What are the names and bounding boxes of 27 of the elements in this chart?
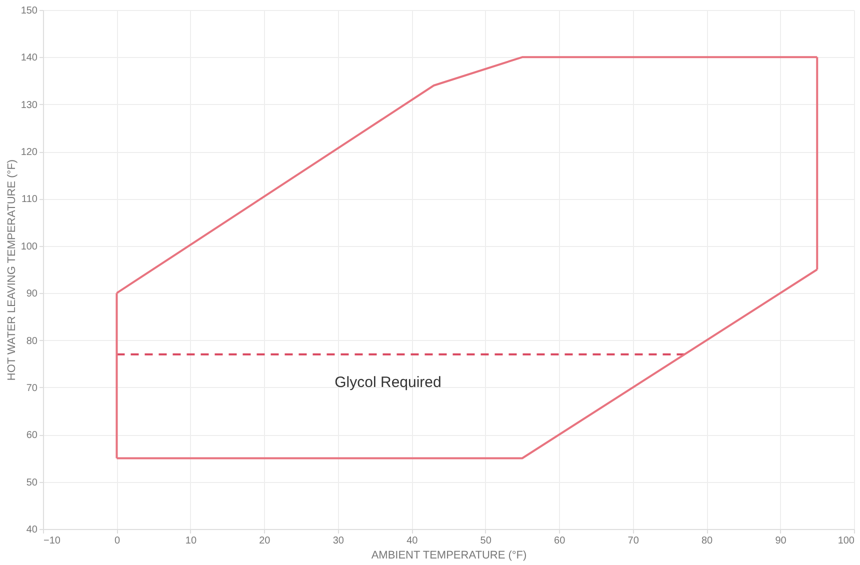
x-tick-label: 90 bbox=[775, 536, 787, 546]
y-axis-title: HOT WATER LEAVING TEMPERATURE (°F) bbox=[6, 159, 18, 381]
annotation: Glycol Required bbox=[334, 374, 442, 391]
y-tick-label: 40 bbox=[26, 524, 38, 536]
x-tick-label: 10 bbox=[185, 536, 197, 546]
x-tick-label: 50 bbox=[480, 536, 492, 546]
x-tick-label: 100 bbox=[838, 536, 855, 546]
x-tick-label: 70 bbox=[628, 536, 640, 546]
y-tick-label: 100 bbox=[20, 241, 38, 252]
x-tick-label: 40 bbox=[406, 536, 418, 546]
y-tick-label: 60 bbox=[26, 430, 38, 442]
y-tick-label: 90 bbox=[26, 288, 38, 300]
x-tick-label: 30 bbox=[332, 536, 344, 546]
x-tick-label: 80 bbox=[701, 536, 714, 546]
y-tick-label: 50 bbox=[26, 477, 38, 488]
y-tick-label: 70 bbox=[26, 382, 38, 394]
y-tick-label: 120 bbox=[20, 147, 38, 158]
x-tick-label: −10 bbox=[44, 536, 61, 546]
y-tick-label: 80 bbox=[26, 336, 38, 347]
y-tick-label: 130 bbox=[20, 100, 38, 111]
x-axis-title: AMBIENT TEMPERATURE (°F) bbox=[371, 550, 527, 562]
x-tick-label: 0 bbox=[114, 536, 120, 546]
y-tick-label: 140 bbox=[20, 52, 38, 64]
x-tick-label: 20 bbox=[259, 536, 271, 546]
x-tick-label: 60 bbox=[554, 536, 566, 546]
y-tick-label: 110 bbox=[22, 194, 38, 206]
y-tick-label: 150 bbox=[20, 6, 38, 16]
